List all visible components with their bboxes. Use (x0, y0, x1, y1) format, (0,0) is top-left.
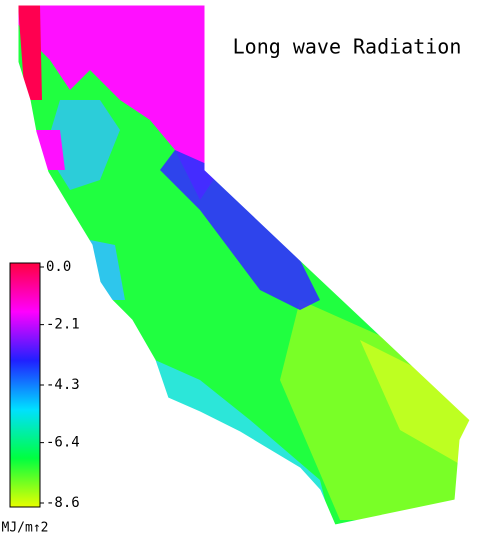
colorbar-tick-label: -6.4 (46, 435, 80, 451)
colorbar-tick-label: -8.6 (46, 495, 80, 511)
colorbar-tick-label: -4.3 (46, 377, 80, 393)
colorbar (9, 262, 41, 508)
colorbar-tick-label: 0.0 (46, 259, 71, 275)
state-border (17, 4, 471, 526)
map-title: Long wave Radiation (233, 35, 462, 59)
colorbar-tick-label: -2.1 (46, 317, 80, 333)
colorbar-unit: MJ/m↑2 (2, 521, 49, 536)
